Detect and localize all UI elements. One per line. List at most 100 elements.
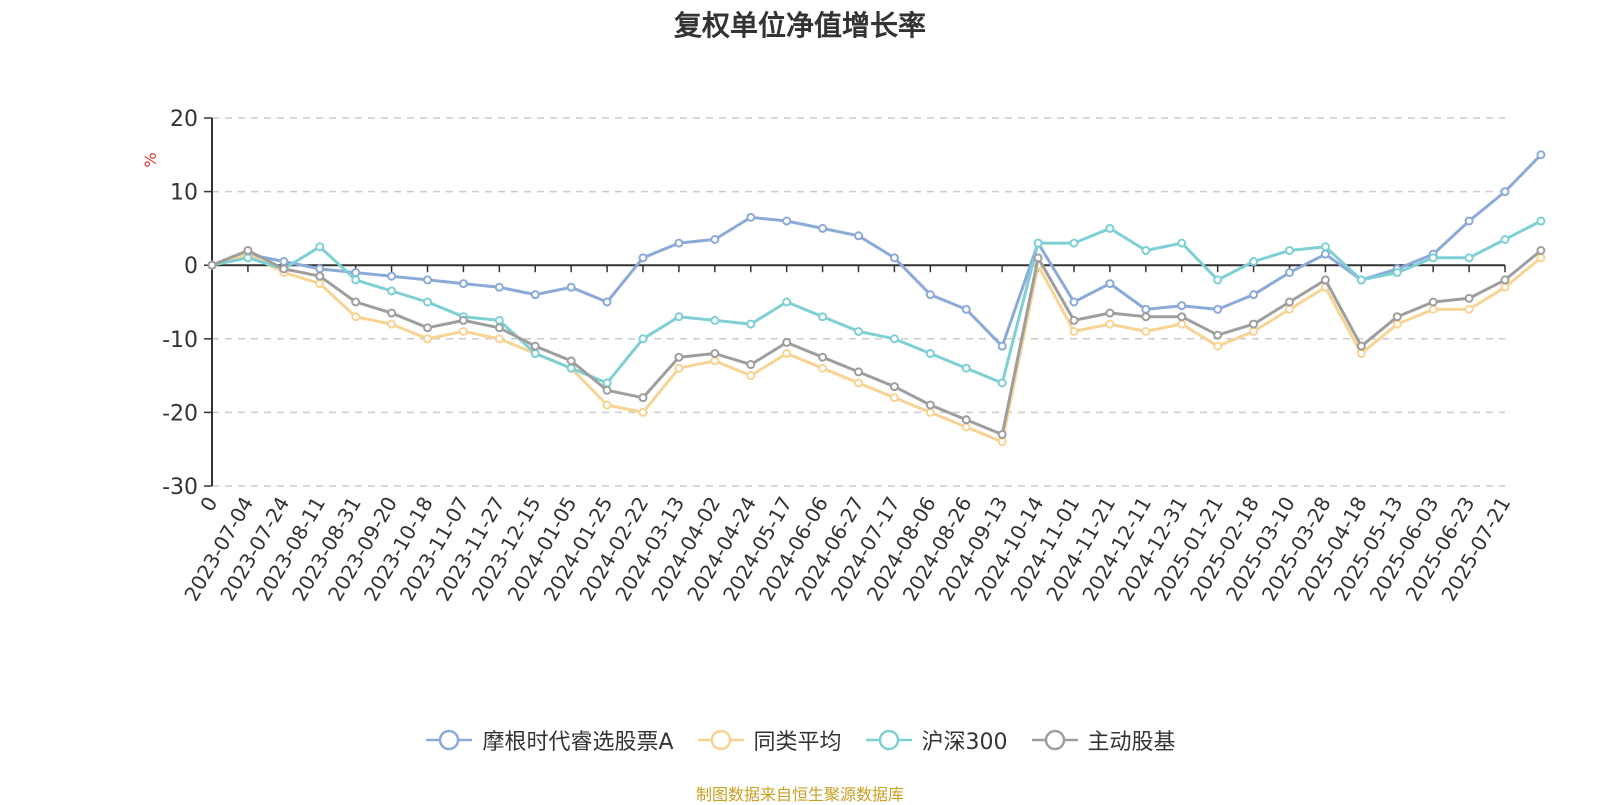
data-point bbox=[925, 400, 935, 410]
data-point bbox=[1177, 238, 1187, 248]
legend-item[interactable]: 同类平均 bbox=[696, 724, 842, 756]
data-point bbox=[243, 245, 253, 255]
data-point bbox=[782, 337, 792, 347]
data-point bbox=[638, 334, 648, 344]
data-point bbox=[1500, 187, 1510, 197]
series-line bbox=[210, 249, 1543, 436]
data-point bbox=[1536, 253, 1546, 263]
data-point bbox=[315, 271, 325, 281]
data-point bbox=[494, 334, 504, 344]
data-point bbox=[1428, 253, 1438, 263]
data-point bbox=[925, 407, 935, 417]
data-point bbox=[1392, 319, 1402, 329]
data-point bbox=[1105, 223, 1115, 233]
data-point bbox=[315, 279, 325, 289]
data-point bbox=[1213, 330, 1223, 340]
data-point bbox=[710, 315, 720, 325]
data-point bbox=[602, 297, 612, 307]
data-point bbox=[279, 264, 289, 274]
data-point bbox=[387, 308, 397, 318]
data-point bbox=[458, 315, 468, 325]
y-tick-label: -30 bbox=[162, 475, 198, 500]
data-point bbox=[566, 356, 576, 366]
data-point bbox=[1392, 312, 1402, 322]
data-point bbox=[351, 312, 361, 322]
data-point bbox=[710, 234, 720, 244]
data-point bbox=[1141, 304, 1151, 314]
y-axis-unit-label: % bbox=[141, 152, 160, 167]
tick-labels: 20100-10-20-3002023-07-042023-07-242023-… bbox=[162, 107, 1515, 605]
data-point bbox=[351, 297, 361, 307]
data-point bbox=[1536, 245, 1546, 255]
legend-item[interactable]: 摩根时代睿选股票A bbox=[424, 724, 674, 756]
data-point bbox=[818, 363, 828, 373]
data-point bbox=[1320, 249, 1330, 259]
data-point bbox=[889, 382, 899, 392]
source-note: 制图数据来自恒生聚源数据库 bbox=[695, 785, 904, 804]
data-point bbox=[351, 275, 361, 285]
legend-item[interactable]: 主动股基 bbox=[1030, 724, 1176, 756]
data-point bbox=[638, 253, 648, 263]
data-point bbox=[494, 315, 504, 325]
data-point bbox=[458, 326, 468, 336]
data-point bbox=[997, 437, 1007, 447]
data-point bbox=[997, 341, 1007, 351]
y-tick-label: 0 bbox=[184, 254, 198, 279]
data-point bbox=[458, 279, 468, 289]
data-point bbox=[1249, 290, 1259, 300]
y-tick-label: -20 bbox=[162, 401, 198, 426]
data-point bbox=[961, 363, 971, 373]
data-point bbox=[315, 242, 325, 252]
data-point bbox=[1356, 275, 1366, 285]
data-point bbox=[351, 268, 361, 278]
legend-marker-icon bbox=[426, 729, 473, 751]
data-point bbox=[782, 297, 792, 307]
data-point bbox=[674, 352, 684, 362]
data-point bbox=[961, 304, 971, 314]
data-point bbox=[925, 290, 935, 300]
data-point bbox=[1213, 275, 1223, 285]
data-point bbox=[1320, 275, 1330, 285]
legend-marker-icon bbox=[1031, 729, 1078, 751]
legend-item[interactable]: 沪深300 bbox=[864, 724, 1008, 756]
series-line bbox=[210, 219, 1543, 385]
data-point bbox=[1536, 150, 1546, 160]
data-point bbox=[1069, 238, 1079, 248]
data-point bbox=[1249, 257, 1259, 267]
data-point bbox=[1213, 341, 1223, 351]
data-point bbox=[423, 275, 432, 285]
data-point bbox=[889, 334, 899, 344]
data-point bbox=[746, 360, 756, 370]
legend-marker-icon bbox=[865, 729, 912, 751]
series-line bbox=[210, 153, 1543, 348]
data-point bbox=[1069, 326, 1079, 336]
data-point bbox=[1464, 253, 1474, 263]
data-point bbox=[1105, 319, 1115, 329]
data-point bbox=[1249, 319, 1259, 329]
grid-lines bbox=[212, 117, 1505, 487]
data-point bbox=[494, 282, 504, 292]
data-point bbox=[423, 297, 432, 307]
data-point bbox=[1105, 279, 1115, 289]
data-point bbox=[1033, 238, 1043, 248]
data-point bbox=[530, 341, 540, 351]
data-point bbox=[997, 429, 1007, 439]
data-point bbox=[530, 349, 540, 359]
data-point bbox=[1141, 326, 1151, 336]
data-point bbox=[889, 253, 899, 263]
data-point bbox=[1356, 341, 1366, 351]
data-point bbox=[602, 378, 612, 388]
y-tick-label: 10 bbox=[170, 181, 198, 206]
data-point bbox=[566, 282, 576, 292]
data-point bbox=[1500, 234, 1510, 244]
data-point bbox=[674, 363, 684, 373]
data-point bbox=[889, 393, 899, 403]
data-point bbox=[279, 257, 289, 267]
legend: 摩根时代睿选股票A 同类平均 沪深300 主动股基 bbox=[0, 724, 1600, 756]
y-tick-label: 20 bbox=[170, 107, 198, 132]
data-point bbox=[1069, 297, 1079, 307]
data-point bbox=[207, 260, 217, 270]
data-point bbox=[1464, 293, 1474, 303]
axes bbox=[204, 117, 1506, 487]
